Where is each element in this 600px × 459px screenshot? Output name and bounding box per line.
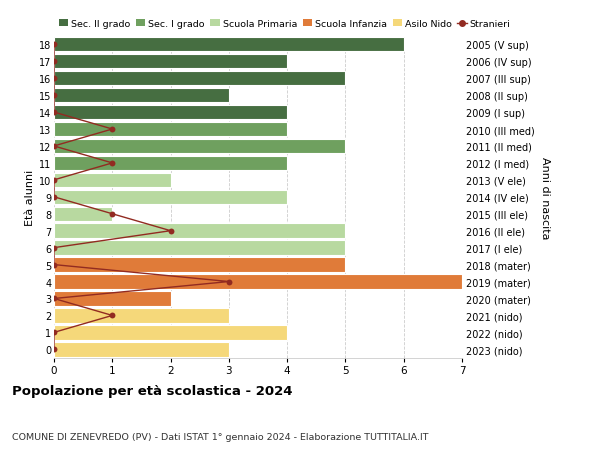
Text: Popolazione per età scolastica - 2024: Popolazione per età scolastica - 2024 (12, 384, 293, 397)
Point (49, 75, 59, 83)
Bar (54, 258, 346, 272)
Point (107, 126, 117, 134)
Point (49, 194, 59, 201)
Bar (54, 275, 462, 289)
Legend: Sec. II grado, Sec. I grado, Scuola Primaria, Scuola Infanzia, Asilo Nido, Stran: Sec. II grado, Sec. I grado, Scuola Prim… (59, 20, 511, 29)
Point (49, 245, 59, 252)
Point (49, 92, 59, 100)
Bar (54, 241, 346, 255)
Bar (54, 308, 229, 323)
Point (107, 160, 117, 167)
Bar (54, 157, 287, 171)
Y-axis label: Età alunni: Età alunni (25, 169, 35, 225)
Point (166, 228, 175, 235)
Bar (54, 325, 287, 340)
Point (49, 109, 59, 117)
Bar (54, 89, 229, 103)
Bar (54, 291, 170, 306)
Point (49, 41, 59, 49)
Text: COMUNE DI ZENEVREDO (PV) - Dati ISTAT 1° gennaio 2024 - Elaborazione TUTTITALIA.: COMUNE DI ZENEVREDO (PV) - Dati ISTAT 1°… (12, 431, 428, 441)
Bar (54, 72, 346, 86)
Point (49, 58, 59, 66)
Point (49, 261, 59, 269)
Bar (54, 38, 404, 52)
Point (49, 177, 59, 184)
Point (107, 312, 117, 319)
Bar (54, 140, 346, 154)
Point (49, 295, 59, 302)
Point (49, 143, 59, 150)
Point (107, 211, 117, 218)
Bar (54, 123, 287, 137)
Bar (54, 55, 287, 69)
Bar (54, 173, 170, 188)
Y-axis label: Anni di nascita: Anni di nascita (541, 156, 550, 239)
Bar (54, 207, 112, 221)
Bar (54, 224, 346, 238)
Point (224, 278, 233, 285)
Point (49, 346, 59, 353)
Point (49, 329, 59, 336)
Bar (54, 106, 287, 120)
Bar (54, 342, 229, 357)
Bar (54, 190, 287, 205)
